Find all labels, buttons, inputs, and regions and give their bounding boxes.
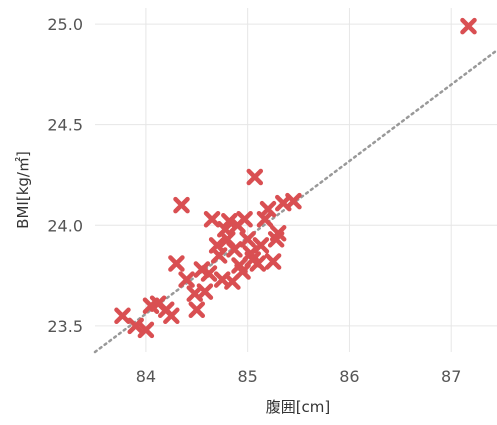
y-tick-label: 23.5 [47, 317, 83, 336]
data-point [196, 283, 214, 300]
data-point [200, 265, 218, 282]
data-point [460, 17, 477, 35]
data-point [226, 241, 243, 258]
data-point [236, 210, 253, 228]
y-tick-label: 25.0 [47, 15, 83, 34]
tick-labels: 84 85 86 87 23.5 24.0 24.5 25.0 [47, 15, 461, 386]
data-point [173, 196, 190, 214]
data-point [178, 271, 195, 288]
data-point [269, 225, 287, 242]
data-point [252, 237, 270, 254]
data-point [285, 192, 302, 210]
y-tick-label: 24.5 [47, 116, 83, 135]
data-point [246, 168, 264, 186]
data-point [259, 200, 277, 218]
data-point [168, 255, 185, 272]
x-tick-label: 85 [237, 367, 257, 386]
data-point [239, 231, 256, 248]
data-point [249, 255, 267, 272]
data-point [221, 212, 238, 230]
data-point [163, 307, 180, 325]
data-points [114, 17, 477, 339]
x-axis-label: 腹囲[cm] [266, 398, 331, 416]
x-tick-label: 84 [136, 367, 156, 386]
data-point [188, 301, 206, 319]
grid-lines [95, 8, 497, 352]
data-point [210, 247, 228, 264]
data-point [137, 321, 155, 339]
data-point [264, 253, 282, 270]
data-point [114, 307, 131, 325]
y-axis-label: BMI[kg/㎡] [14, 151, 32, 229]
x-tick-label: 86 [339, 367, 359, 386]
data-point [203, 210, 221, 228]
y-tick-label: 24.0 [47, 216, 83, 235]
x-tick-label: 87 [441, 367, 461, 386]
